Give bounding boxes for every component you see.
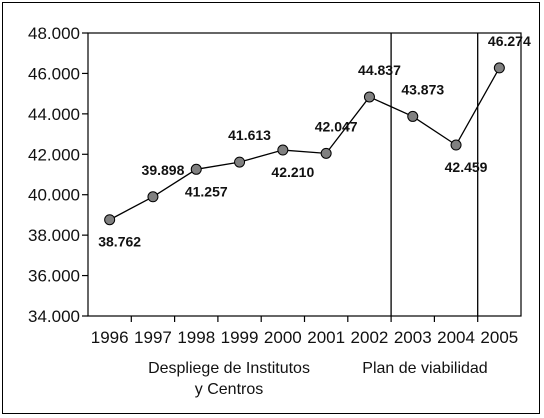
- x-axis: 1996 1997 1998 1999 2000 2001 2002 2003 2004 2005: [91, 316, 518, 347]
- y-axis: 34.000 36.000 38.000 40.000 42.000 44.000 46.0…: [28, 24, 88, 326]
- data-label: 39.898: [142, 162, 185, 178]
- period-separators: [390, 33, 479, 316]
- data-point: [147, 191, 159, 203]
- data-point: [493, 62, 505, 74]
- data-label: 44.837: [358, 62, 401, 78]
- annotation-centros: y Centros: [195, 381, 263, 398]
- y-tick-label: 42.000: [28, 145, 80, 164]
- y-tick-label: 46.000: [28, 64, 80, 83]
- data-label: 42.047: [315, 118, 358, 134]
- data-point: [190, 163, 202, 175]
- x-tick-label: 2000: [264, 328, 302, 347]
- x-tick-label: 2002: [351, 328, 389, 347]
- data-point: [104, 214, 116, 226]
- annotation-institutos: Despliege de Institutos: [148, 360, 310, 377]
- x-tick-label: 1999: [221, 328, 259, 347]
- data-points: [104, 62, 505, 226]
- x-tick-label: 1996: [91, 328, 129, 347]
- data-point: [407, 110, 419, 122]
- data-point: [277, 144, 289, 156]
- data-label: 38.762: [98, 234, 141, 250]
- y-tick-label: 40.000: [28, 186, 80, 205]
- x-tick-label: 1997: [134, 328, 172, 347]
- y-tick-label: 36.000: [28, 267, 80, 286]
- data-label: 42.210: [271, 164, 314, 180]
- x-tick-label: 2001: [307, 328, 345, 347]
- data-point: [320, 147, 332, 159]
- series-line: [109, 67, 500, 221]
- data-label: 41.257: [185, 183, 228, 199]
- chart-frame: [2, 2, 540, 414]
- data-label: 42.459: [445, 159, 488, 175]
- x-tick-label: 1998: [177, 328, 215, 347]
- data-point: [363, 91, 375, 103]
- data-label: 46.274: [488, 33, 531, 49]
- data-label: 43.873: [401, 81, 444, 97]
- y-tick-label: 38.000: [28, 226, 80, 245]
- y-tick-label: 48.000: [28, 24, 80, 43]
- x-tick-label: 2004: [437, 328, 475, 347]
- annotation-plan-viabilidad: Plan de viabilidad: [362, 360, 487, 377]
- data-point: [450, 139, 462, 151]
- y-tick-label: 44.000: [28, 105, 80, 124]
- y-tick-label: 34.000: [28, 307, 80, 326]
- x-tick-label: 2003: [394, 328, 432, 347]
- data-label: 41.613: [228, 127, 271, 143]
- data-point: [234, 156, 246, 168]
- x-tick-label: 2005: [480, 328, 518, 347]
